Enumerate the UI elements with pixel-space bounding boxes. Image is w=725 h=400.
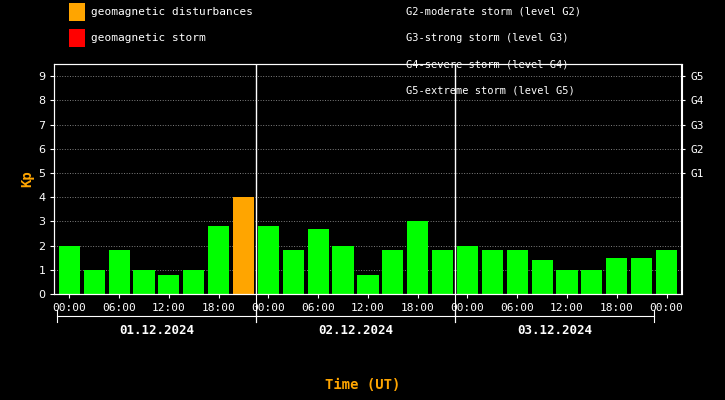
Bar	[631, 258, 652, 294]
Bar	[133, 270, 154, 294]
Bar	[531, 260, 552, 294]
Text: 03.12.2024: 03.12.2024	[517, 324, 592, 336]
Text: geomagnetic storm: geomagnetic storm	[91, 33, 205, 43]
Bar	[307, 229, 328, 294]
Text: geomagnetic disturbances: geomagnetic disturbances	[91, 7, 252, 17]
Bar	[158, 275, 179, 294]
Bar	[208, 226, 229, 294]
Bar	[482, 250, 503, 294]
Text: G4-severe storm (level G4): G4-severe storm (level G4)	[405, 59, 568, 69]
Bar	[258, 226, 279, 294]
Bar	[581, 270, 602, 294]
Text: G3-strong storm (level G3): G3-strong storm (level G3)	[405, 33, 568, 43]
Bar	[357, 275, 378, 294]
Bar	[283, 250, 304, 294]
Bar	[59, 246, 80, 294]
Bar	[183, 270, 204, 294]
Text: G5-extreme storm (level G5): G5-extreme storm (level G5)	[405, 85, 574, 95]
Text: 01.12.2024: 01.12.2024	[119, 324, 194, 336]
Bar	[333, 246, 354, 294]
Bar	[407, 221, 428, 294]
Bar	[656, 250, 677, 294]
Text: Time (UT): Time (UT)	[325, 378, 400, 392]
Bar	[83, 270, 105, 294]
Bar	[109, 250, 130, 294]
Bar	[507, 250, 528, 294]
Bar	[382, 250, 403, 294]
Y-axis label: Kp: Kp	[20, 171, 34, 187]
Bar	[457, 246, 478, 294]
Bar	[432, 250, 453, 294]
Bar	[606, 258, 627, 294]
Text: 02.12.2024: 02.12.2024	[318, 324, 393, 336]
Bar	[557, 270, 578, 294]
Bar	[233, 197, 254, 294]
Text: G2-moderate storm (level G2): G2-moderate storm (level G2)	[405, 7, 581, 17]
